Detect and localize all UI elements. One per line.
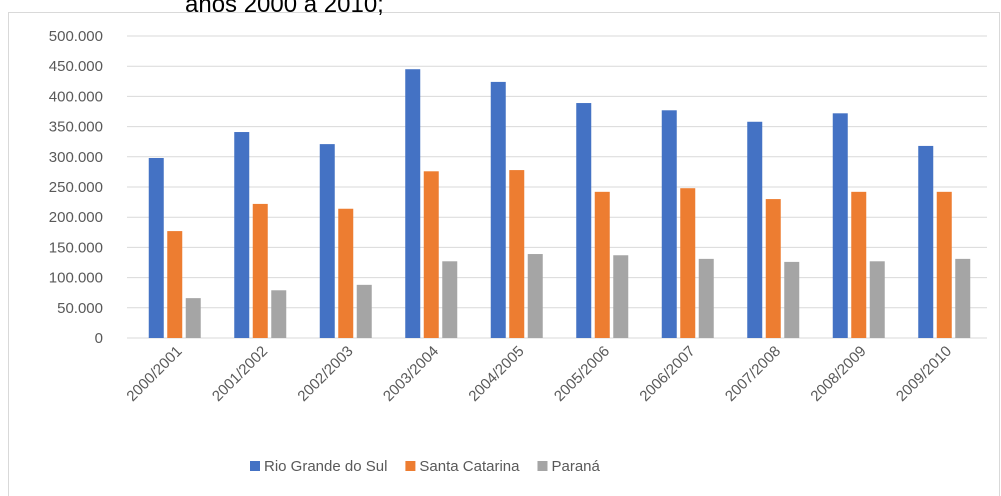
legend-swatch [250, 461, 260, 471]
legend-label: Rio Grande do Sul [264, 458, 387, 475]
bar [869, 261, 885, 338]
legend-swatch [537, 461, 548, 471]
bar [594, 191, 610, 338]
y-tick-label: 150.000 [49, 239, 103, 256]
y-tick-label: 200.000 [49, 209, 103, 226]
bar [271, 290, 287, 338]
bar [252, 203, 268, 338]
y-tick-label: 250.000 [49, 179, 103, 196]
bar [918, 145, 934, 338]
y-tick-label: 450.000 [49, 58, 103, 75]
bar [576, 103, 592, 338]
legend-swatch [405, 461, 416, 471]
bar [185, 298, 201, 338]
y-tick-label: 100.000 [49, 270, 103, 287]
bar [765, 199, 781, 338]
bar [613, 255, 629, 338]
y-tick-label: 300.000 [49, 149, 103, 166]
bar [490, 81, 506, 339]
bar [356, 284, 372, 338]
bar [148, 158, 164, 338]
bar [405, 69, 421, 338]
legend-label: Santa Catarina [419, 458, 520, 475]
bar [509, 170, 525, 338]
bar [338, 208, 354, 338]
bar [661, 110, 677, 339]
bar [832, 113, 848, 338]
chart-title: anos 2000 a 2010; [185, 0, 384, 18]
y-tick-label: 50.000 [57, 300, 103, 317]
bar [784, 261, 800, 338]
y-tick-label: 500.000 [49, 28, 103, 45]
bar [851, 191, 867, 338]
bar [698, 258, 714, 338]
legend-label: Paraná [551, 458, 600, 475]
bar [319, 144, 335, 338]
bar [955, 258, 971, 338]
bar [167, 231, 183, 338]
bar [936, 191, 952, 338]
y-tick-label: 350.000 [49, 119, 103, 136]
bar [747, 121, 763, 338]
bar [680, 188, 696, 338]
bar [527, 254, 543, 338]
y-tick-label: 0 [95, 330, 103, 347]
bar [442, 261, 458, 338]
bar [234, 132, 250, 338]
y-tick-label: 400.000 [49, 88, 103, 105]
bar [423, 171, 439, 338]
